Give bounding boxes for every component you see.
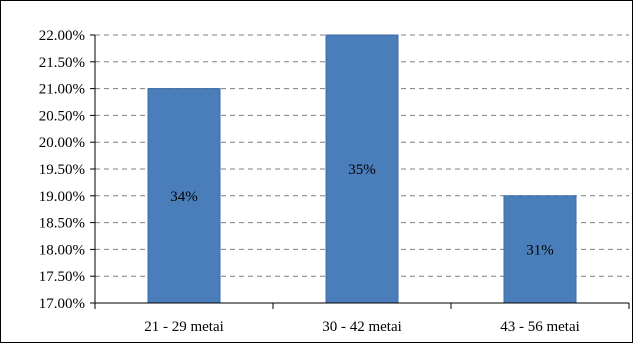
data-label: 31% (526, 242, 554, 258)
y-tick-label: 18.00% (39, 242, 85, 258)
x-tick-label: 43 - 56 metai (500, 319, 580, 335)
data-label: 34% (170, 189, 198, 205)
y-tick-label: 19.50% (39, 162, 85, 178)
bar (325, 34, 399, 304)
bars (147, 34, 577, 304)
y-tick-label: 17.00% (39, 296, 85, 312)
y-tick-label: 20.50% (39, 108, 85, 124)
y-tick-label: 21.00% (39, 82, 85, 98)
axes (90, 34, 630, 309)
y-tick-label: 20.00% (39, 135, 85, 151)
y-tick-label: 17.50% (39, 269, 85, 285)
y-tick-label: 22.00% (39, 28, 85, 44)
y-tick-label: 18.50% (39, 216, 85, 232)
x-tick-label: 30 - 42 metai (322, 319, 402, 335)
labels: 17.00% 17.50% 18.00% 18.50% 19.00% 19.50% 20.0… (39, 28, 580, 335)
bar (147, 88, 221, 304)
y-tick-label: 19.00% (39, 189, 85, 205)
y-tick-label: 21.50% (39, 55, 85, 71)
data-label: 35% (348, 162, 376, 178)
x-tick-label: 21 - 29 metai (144, 319, 224, 335)
bar (503, 195, 577, 304)
